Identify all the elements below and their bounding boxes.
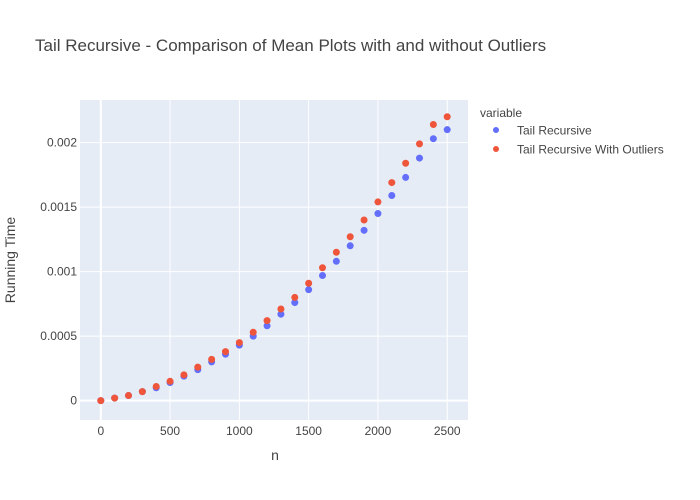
data-point[interactable] <box>263 322 271 330</box>
data-point[interactable] <box>429 135 437 143</box>
data-point[interactable] <box>346 233 354 241</box>
legend-label: Tail Recursive <box>517 124 592 138</box>
series-tail-recursive-with-outliers <box>97 113 451 405</box>
legend-item-tail-recursive[interactable]: Tail Recursive <box>493 124 592 138</box>
legend-title: variable <box>480 106 522 120</box>
plot-background <box>80 100 468 420</box>
data-point[interactable] <box>360 216 368 224</box>
data-point[interactable] <box>374 210 382 218</box>
data-point[interactable] <box>360 226 368 234</box>
y-axis-title: Running Time <box>2 217 18 304</box>
data-point[interactable] <box>416 140 423 148</box>
data-point[interactable] <box>235 339 243 347</box>
data-point[interactable] <box>319 271 326 279</box>
legend-marker <box>493 146 499 152</box>
data-point[interactable] <box>249 328 257 336</box>
x-tick-label: 2000 <box>365 424 392 438</box>
data-point[interactable] <box>416 154 423 162</box>
plot-area <box>80 100 468 420</box>
data-point[interactable] <box>208 355 216 363</box>
legend-item-tail-recursive-with-outliers[interactable]: Tail Recursive With Outliers <box>493 143 664 157</box>
data-point[interactable] <box>332 257 340 265</box>
y-tick-label: 0 <box>70 394 77 408</box>
data-point[interactable] <box>388 191 396 199</box>
x-tick-label: 1000 <box>226 424 253 438</box>
data-point[interactable] <box>125 391 132 399</box>
x-tick-label: 0 <box>97 424 104 438</box>
data-point[interactable] <box>332 248 340 256</box>
data-points <box>97 113 451 405</box>
legend: variable Tail Recursive Tail Recursive W… <box>480 106 664 157</box>
data-point[interactable] <box>346 242 354 250</box>
data-point[interactable] <box>402 173 410 181</box>
y-tick-label: 0.0015 <box>40 200 77 214</box>
data-point[interactable] <box>291 299 299 307</box>
data-point[interactable] <box>443 126 451 134</box>
data-point[interactable] <box>429 121 437 129</box>
data-point[interactable] <box>388 179 396 187</box>
gridlines <box>80 100 468 420</box>
data-point[interactable] <box>180 371 188 379</box>
x-axis-ticks: 0 500 1000 1500 2000 2500 <box>97 424 460 438</box>
data-point[interactable] <box>222 348 229 356</box>
x-axis-title: n <box>271 447 279 463</box>
data-point[interactable] <box>111 394 119 402</box>
data-point[interactable] <box>263 317 271 325</box>
data-point[interactable] <box>277 305 285 313</box>
chart-title: Tail Recursive - Comparison of Mean Plot… <box>35 36 546 55</box>
x-tick-label: 2500 <box>434 424 461 438</box>
data-point[interactable] <box>166 377 174 385</box>
y-tick-label: 0.001 <box>47 265 77 279</box>
data-point[interactable] <box>97 397 105 405</box>
data-point[interactable] <box>305 279 313 287</box>
data-point[interactable] <box>402 159 410 167</box>
legend-marker <box>493 127 499 133</box>
data-point[interactable] <box>277 310 285 318</box>
data-point[interactable] <box>443 113 451 121</box>
legend-label: Tail Recursive With Outliers <box>517 143 664 157</box>
y-axis-ticks: 0 0.0005 0.001 0.0015 0.002 <box>40 136 77 408</box>
x-tick-label: 1500 <box>295 424 322 438</box>
data-point[interactable] <box>152 382 160 390</box>
data-point[interactable] <box>305 286 313 294</box>
data-point[interactable] <box>138 388 146 396</box>
data-point[interactable] <box>374 198 382 206</box>
data-point[interactable] <box>291 293 299 301</box>
x-tick-label: 500 <box>160 424 180 438</box>
data-point[interactable] <box>194 363 202 371</box>
y-tick-label: 0.0005 <box>40 329 77 343</box>
data-point[interactable] <box>319 264 326 272</box>
y-tick-label: 0.002 <box>47 136 77 150</box>
